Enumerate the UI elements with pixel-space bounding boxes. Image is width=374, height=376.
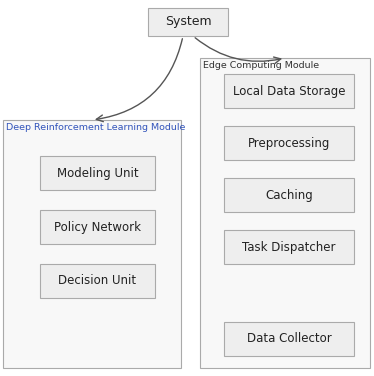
FancyBboxPatch shape [148,8,228,36]
FancyBboxPatch shape [224,74,354,108]
FancyBboxPatch shape [40,264,155,298]
FancyBboxPatch shape [224,178,354,212]
Text: Caching: Caching [265,188,313,202]
Text: Decision Unit: Decision Unit [58,274,137,288]
FancyBboxPatch shape [3,120,181,368]
Text: Policy Network: Policy Network [54,220,141,233]
Text: System: System [165,15,211,29]
FancyBboxPatch shape [40,156,155,190]
Text: Task Dispatcher: Task Dispatcher [242,241,336,253]
FancyBboxPatch shape [40,210,155,244]
FancyBboxPatch shape [200,58,370,368]
Text: Deep Reinforcement Learning Module: Deep Reinforcement Learning Module [6,123,186,132]
Text: Edge Computing Module: Edge Computing Module [203,61,319,70]
FancyBboxPatch shape [224,126,354,160]
Text: Local Data Storage: Local Data Storage [233,85,345,97]
Text: Data Collector: Data Collector [246,332,331,346]
FancyBboxPatch shape [224,230,354,264]
Text: Preprocessing: Preprocessing [248,136,330,150]
Text: Modeling Unit: Modeling Unit [57,167,138,179]
FancyBboxPatch shape [224,322,354,356]
